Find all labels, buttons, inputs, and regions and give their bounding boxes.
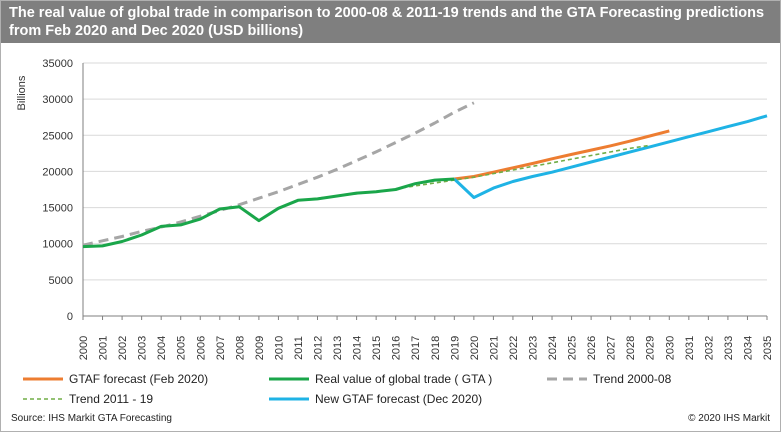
x-tick-label: 2025 xyxy=(567,336,579,360)
x-tick-label: 2029 xyxy=(645,336,657,360)
x-tick-label: 2024 xyxy=(547,336,559,360)
x-tick-label: 2030 xyxy=(664,336,676,360)
title-bar: The real value of global trade in compar… xyxy=(1,1,780,43)
x-tick-label: 2006 xyxy=(195,336,207,360)
legend-label: Trend 2000-08 xyxy=(593,372,672,386)
x-tick-label: 2031 xyxy=(684,336,696,360)
y-tick-label: 25000 xyxy=(42,130,73,142)
x-tick-label: 2026 xyxy=(586,336,598,360)
series-line-5 xyxy=(453,114,768,199)
x-tick-label: 2017 xyxy=(410,336,422,360)
x-tick-label: 2021 xyxy=(488,336,500,360)
chart-title: The real value of global trade in compar… xyxy=(9,5,765,39)
line-chart: 0 5000 10000 15000 20000 25000 30000 35000 Billi… xyxy=(16,58,774,406)
x-tick-label: 2009 xyxy=(254,336,266,360)
x-tick-label: 2001 xyxy=(98,336,110,360)
x-tick-label: 2003 xyxy=(137,336,149,360)
legend-label: Trend 2011 - 19 xyxy=(69,392,153,406)
x-tick-label: 2023 xyxy=(527,336,539,360)
x-tick-label: 2035 xyxy=(762,336,774,360)
y-tick-label: 35000 xyxy=(42,58,73,70)
y-tick-label: 0 xyxy=(67,311,73,323)
x-tick-label: 2027 xyxy=(606,336,618,360)
x-tick-label: 2019 xyxy=(449,336,461,360)
y-axis-title: Billions xyxy=(16,75,28,110)
x-tick-label: 2012 xyxy=(313,336,325,360)
copyright-note: © 2020 IHS Markit xyxy=(688,413,770,424)
x-tick-label: 2005 xyxy=(176,336,188,360)
y-tick-label: 30000 xyxy=(42,94,73,106)
y-tick-label: 5000 xyxy=(49,275,73,287)
x-tick-label: 2033 xyxy=(723,336,735,360)
x-tick-label: 2004 xyxy=(156,336,168,360)
x-tick-label: 2020 xyxy=(469,336,481,360)
x-tick-label: 2028 xyxy=(625,336,637,360)
legend-label: GTAF forecast (Feb 2020) xyxy=(69,372,208,386)
legend-label: Real value of global trade ( GTA ) xyxy=(315,372,492,386)
y-tick-label: 15000 xyxy=(42,203,73,215)
x-tick-label: 2000 xyxy=(78,336,90,360)
source-note: Source: IHS Markit GTA Forecasting xyxy=(11,413,172,424)
series-line-1 xyxy=(454,129,670,181)
x-tick-label: 2013 xyxy=(332,336,344,360)
x-tick-label: 2032 xyxy=(703,336,715,360)
x-tick-label: 2034 xyxy=(742,336,754,360)
series-line-4 xyxy=(297,144,650,202)
series-line-2 xyxy=(82,177,455,249)
x-tick-label: 2010 xyxy=(273,336,285,360)
x-tick-label: 2002 xyxy=(117,336,129,360)
x-tick-label: 2007 xyxy=(215,336,227,360)
y-tick-label: 10000 xyxy=(42,239,73,251)
legend-label: New GTAF forecast (Dec 2020) xyxy=(315,392,482,406)
x-tick-label: 2016 xyxy=(391,336,403,360)
x-tick-label: 2011 xyxy=(293,336,305,360)
y-tick-label: 20000 xyxy=(42,166,73,178)
x-tick-label: 2008 xyxy=(234,336,246,360)
x-tick-label: 2015 xyxy=(371,336,383,360)
series-line-3 xyxy=(82,101,475,247)
x-tick-label: 2018 xyxy=(430,336,442,360)
x-tick-label: 2022 xyxy=(508,336,520,360)
x-tick-label: 2014 xyxy=(352,336,364,360)
